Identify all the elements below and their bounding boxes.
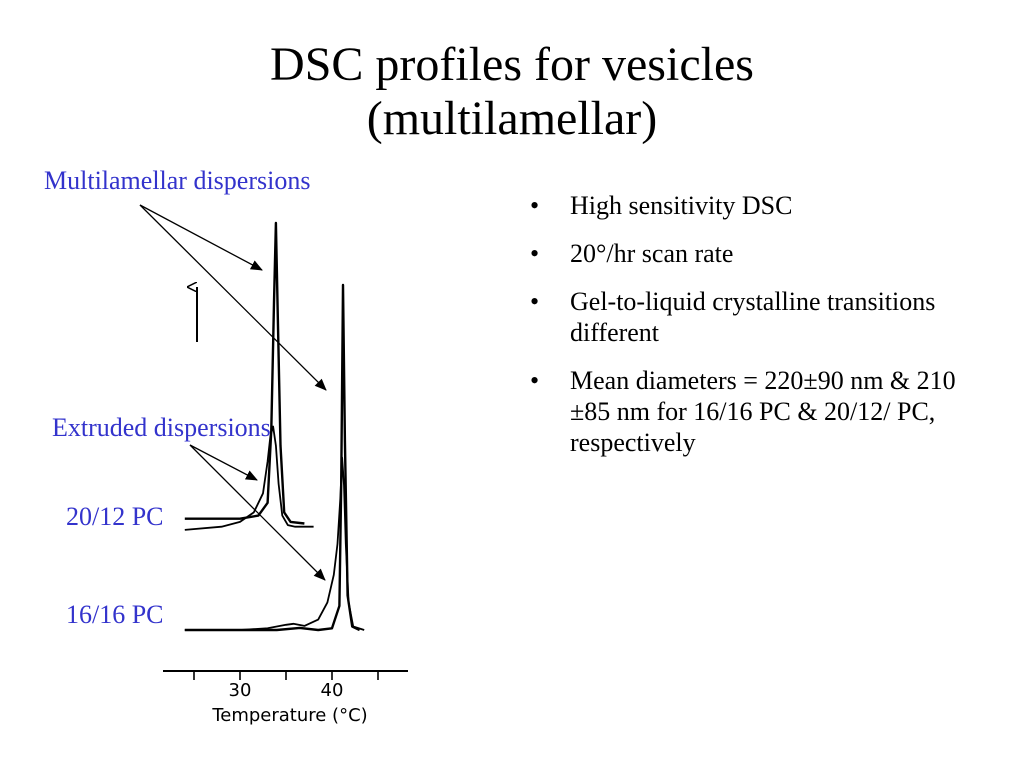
- tick-layer: 30 40: [193, 671, 379, 701]
- bullet-text: Gel-to-liquid crystalline transitions di…: [570, 287, 936, 347]
- bullet-item: • 20°/hr scan rate: [530, 238, 970, 269]
- curve-layer: [184, 221, 365, 632]
- bullet-item: • High sensitivity DSC: [530, 190, 970, 221]
- arrow-extr-1: [189, 444, 258, 481]
- title-line-1: DSC profiles for vesicles: [270, 38, 754, 91]
- label-multilamellar: Multilamellar dispersions: [44, 166, 311, 195]
- bullet-dot: •: [530, 366, 540, 395]
- bullet-dot: •: [530, 191, 540, 220]
- arrow-multi-1: [139, 204, 263, 271]
- bullet-list: • High sensitivity DSC • 20°/hr scan rat…: [530, 190, 970, 475]
- x-axis-title: Temperature (°C): [211, 705, 367, 726]
- arrow-multi-2: [139, 204, 327, 391]
- x-tick-label: 30: [229, 680, 252, 701]
- bullet-dot: •: [530, 239, 540, 268]
- series-16-16-pc-extruded: [184, 456, 365, 631]
- label-extruded: Extruded dispersions: [52, 413, 271, 442]
- bullet-text: Mean diameters = 220±90 nm & 210 ±85 nm …: [570, 366, 956, 457]
- bullet-dot: •: [530, 287, 540, 316]
- series-20-12-pc-extruded: [184, 425, 314, 531]
- label-pc-1616: 16/16 PC: [66, 600, 164, 629]
- bullet-text: 20°/hr scan rate: [570, 239, 734, 268]
- slide-title: DSC profiles for vesicles (multilamellar…: [0, 38, 1024, 146]
- x-tick-label: 40: [321, 680, 344, 701]
- title-line-2: (multilamellar): [366, 92, 658, 145]
- bullet-item: • Gel-to-liquid crystalline transitions …: [530, 286, 970, 348]
- series-20-12-pc-multilamellar: [184, 221, 305, 525]
- bullet-item: • Mean diameters = 220±90 nm & 210 ±85 n…: [530, 365, 970, 458]
- bullet-text: High sensitivity DSC: [570, 191, 793, 220]
- arrow-extr-2: [189, 444, 326, 581]
- label-pc-2012: 20/12 PC: [66, 502, 164, 531]
